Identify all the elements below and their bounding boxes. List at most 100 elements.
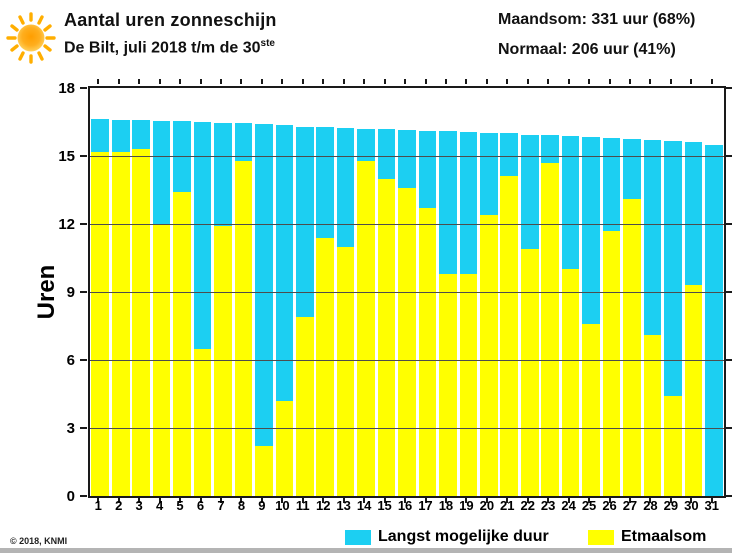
- normaal-value: Normaal: 206 uur (41%): [498, 41, 676, 58]
- subtitle-superscript: ste: [260, 38, 275, 49]
- bar-day-30-etmaalsom: [684, 285, 703, 496]
- x-tick-bottom-16: [404, 498, 406, 503]
- x-tick-label-6: 6: [196, 498, 205, 513]
- legend-swatch-duration: [345, 530, 371, 545]
- bar-day-5-etmaalsom: [173, 192, 191, 496]
- bar-day-21-etmaalsom: [500, 176, 519, 496]
- bar-day-9-etmaalsom: [255, 446, 273, 496]
- x-tick-top-3: [138, 79, 141, 84]
- x-tick-label-2: 2: [115, 498, 123, 513]
- x-tick-top-20: [485, 79, 488, 84]
- x-tick-bottom-20: [485, 498, 488, 503]
- x-tick-bottom-19: [465, 498, 468, 503]
- x-tick-label-20: 20: [479, 498, 495, 513]
- bar-day-2-etmaalsom: [111, 151, 130, 496]
- x-tick-bottom-7: [219, 498, 222, 503]
- bar-day-6-etmaalsom: [193, 348, 212, 496]
- x-tick-top-25: [588, 79, 591, 84]
- y-tick-left-3: [80, 427, 87, 429]
- x-tick-bottom-3: [138, 498, 141, 503]
- bar-day-25-etmaalsom: [582, 323, 600, 496]
- y-tick-label-9: 9: [66, 283, 75, 301]
- x-tick-bottom-12: [322, 498, 325, 503]
- x-tick-top-19: [465, 79, 468, 84]
- sun-icon: [6, 12, 56, 64]
- x-tick-top-29: [669, 79, 672, 84]
- y-tick-left-9: [80, 291, 87, 293]
- y-tick-left-12: [80, 223, 87, 225]
- y-tick-left-15: [80, 155, 87, 157]
- y-tick-right-15: [726, 155, 732, 157]
- x-tick-label-4: 4: [156, 498, 164, 513]
- x-tick-bottom-9: [260, 498, 263, 503]
- bar-day-9-langst-mogelijke-duur: [255, 124, 273, 496]
- x-tick-top-22: [526, 79, 529, 84]
- x-tick-label-16: 16: [397, 498, 413, 513]
- x-tick-label-14: 14: [356, 498, 372, 513]
- gridline-9: [90, 291, 724, 293]
- x-tick-bottom-14: [363, 498, 366, 503]
- x-tick-top-6: [199, 79, 202, 84]
- x-tick-bottom-18: [444, 498, 447, 503]
- gridline-12: [90, 223, 724, 225]
- x-tick-bottom-30: [690, 498, 693, 503]
- x-tick-top-4: [158, 79, 161, 84]
- x-tick-label-11: 11: [295, 498, 310, 513]
- x-tick-top-27: [629, 79, 631, 84]
- x-tick-top-16: [404, 79, 406, 84]
- x-tick-bottom-6: [199, 498, 202, 503]
- bar-day-22-etmaalsom: [520, 248, 539, 496]
- y-tick-label-18: 18: [58, 79, 75, 97]
- y-tick-right-0: [726, 495, 732, 497]
- x-tick-label-29: 29: [663, 498, 679, 513]
- x-tick-top-15: [383, 79, 386, 84]
- x-tick-label-30: 30: [684, 498, 699, 513]
- y-tick-right-3: [726, 427, 732, 429]
- legend-label-duration: Langst mogelijke duur: [378, 528, 549, 545]
- x-tick-top-9: [260, 79, 263, 84]
- x-tick-bottom-5: [179, 498, 181, 503]
- x-tick-bottom-2: [117, 498, 120, 503]
- chart-subtitle: De Bilt, juli 2018 t/m de 30ste: [64, 38, 275, 57]
- x-tick-top-1: [97, 79, 100, 84]
- bar-day-18-etmaalsom: [439, 273, 457, 496]
- x-tick-bottom-17: [424, 498, 427, 503]
- x-tick-bottom-26: [608, 498, 611, 503]
- x-tick-top-21: [506, 79, 509, 84]
- bar-day-26-etmaalsom: [602, 230, 621, 496]
- x-tick-top-5: [179, 79, 181, 84]
- x-tick-bottom-1: [97, 498, 100, 503]
- bar-day-13-etmaalsom: [336, 246, 355, 496]
- plot-area: [88, 86, 726, 498]
- y-tick-label-0: 0: [66, 487, 75, 505]
- chart-title: Aantal uren zonneschijn: [64, 10, 277, 30]
- x-tick-bottom-22: [526, 498, 529, 503]
- bar-day-14-etmaalsom: [357, 160, 375, 496]
- y-tick-left-18: [80, 87, 87, 89]
- x-tick-label-3: 3: [135, 498, 143, 513]
- x-tick-label-19: 19: [459, 498, 474, 513]
- x-tick-label-8: 8: [237, 498, 246, 513]
- maandsom-value: Maandsom: 331 uur (68%): [498, 11, 696, 28]
- x-tick-label-31: 31: [704, 498, 719, 513]
- x-tick-label-25: 25: [581, 498, 597, 513]
- x-tick-bottom-4: [158, 498, 161, 503]
- x-tick-label-24: 24: [561, 498, 576, 513]
- x-tick-bottom-21: [506, 498, 509, 503]
- x-tick-top-13: [342, 79, 345, 84]
- x-tick-top-28: [649, 79, 652, 84]
- x-tick-top-18: [444, 79, 447, 84]
- x-tick-top-2: [117, 79, 120, 84]
- bar-day-8-etmaalsom: [234, 160, 253, 496]
- x-tick-bottom-24: [567, 498, 570, 503]
- y-tick-right-12: [726, 223, 732, 225]
- x-tick-label-23: 23: [540, 498, 556, 513]
- x-tick-top-7: [219, 79, 222, 84]
- x-tick-label-7: 7: [217, 498, 225, 513]
- bottom-window-edge: [0, 548, 732, 553]
- x-tick-bottom-25: [588, 498, 591, 503]
- x-tick-top-31: [710, 79, 713, 84]
- x-tick-label-22: 22: [520, 498, 535, 513]
- y-tick-right-9: [726, 291, 732, 293]
